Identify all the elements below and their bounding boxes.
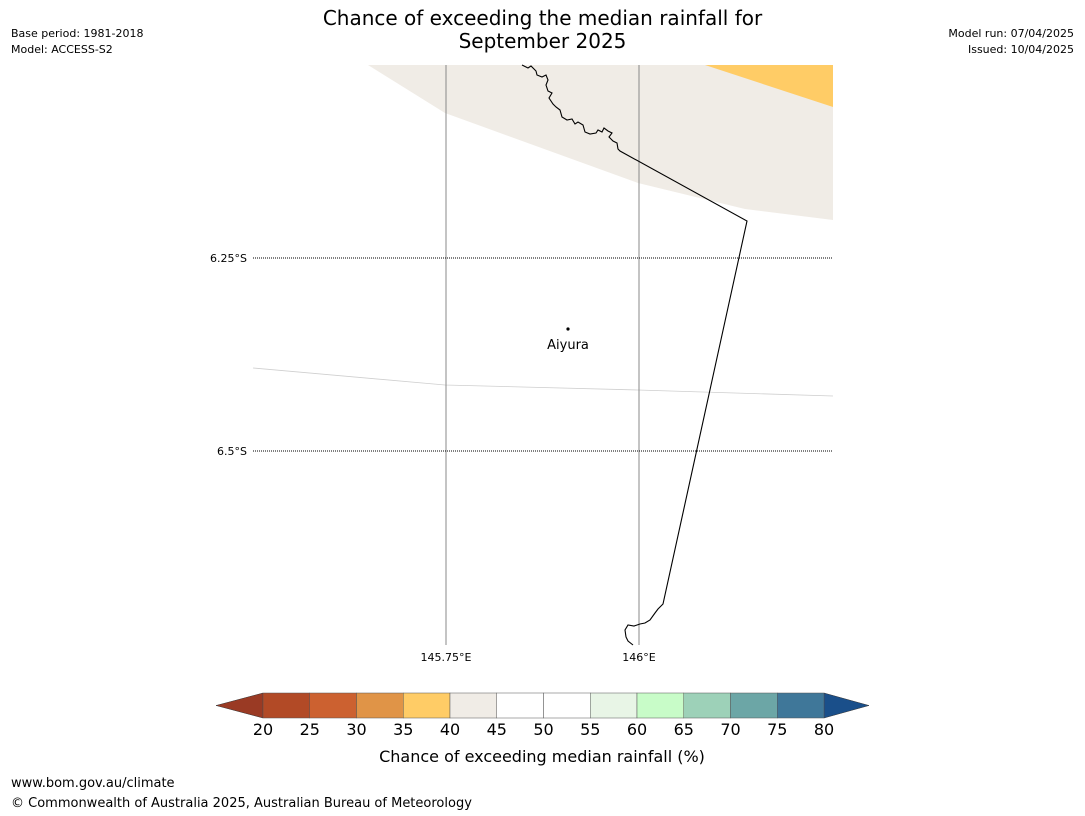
title-line-2: September 2025 xyxy=(458,29,627,53)
colorbar-segment xyxy=(309,692,357,719)
issued-text: Issued: 10/04/2025 xyxy=(967,43,1074,56)
colorbar-tick-label: 40 xyxy=(440,720,460,739)
colorbar-segment xyxy=(777,692,825,719)
colorbar-over-arrow xyxy=(823,692,870,719)
footer-copyright: © Commonwealth of Australia 2025, Austra… xyxy=(11,796,472,811)
colorbar-segment xyxy=(636,692,684,719)
colorbar-tick-label: 65 xyxy=(674,720,694,739)
map-title: Chance of exceeding the median rainfall … xyxy=(0,7,1085,53)
colorbar-tick-label: 80 xyxy=(814,720,834,739)
colorbar-tick-label: 25 xyxy=(300,720,320,739)
colorbar-tick-label: 75 xyxy=(767,720,787,739)
colorbar-tick-label: 20 xyxy=(253,720,273,739)
meta-left: Base period: 1981-2018 Model: ACCESS-S2 xyxy=(11,26,143,58)
colorbar-tick-label: 70 xyxy=(720,720,740,739)
aiyura-label: Aiyura xyxy=(547,338,589,353)
region-35-40 xyxy=(705,65,833,107)
aiyura-marker xyxy=(566,327,570,331)
colorbar: 20 25 30 35 40 45 50 55 60 65 70 75 80 Chance of exc… xyxy=(215,692,870,766)
border-line xyxy=(521,64,748,646)
colorbar-tick-label: 45 xyxy=(487,720,507,739)
colorbar-tick-label: 60 xyxy=(627,720,647,739)
lat-label-6-5: 6.5°S xyxy=(217,445,247,458)
meta-right: Model run: 07/04/2025 Issued: 10/04/2025 xyxy=(948,26,1074,58)
colorbar-segment xyxy=(449,692,497,719)
footer-url: www.bom.gov.au/climate xyxy=(11,776,175,791)
colorbar-segment xyxy=(730,692,778,719)
lat-label-6-25: 6.25°S xyxy=(210,252,247,265)
colorbar-label: Chance of exceeding median rainfall (%) xyxy=(379,747,705,766)
map-panel: Aiyura 6.25°S 6.5°S 145.75°E 146°E xyxy=(210,64,834,664)
colorbar-tick-label: 35 xyxy=(393,720,413,739)
title-line-1: Chance of exceeding the median rainfall … xyxy=(322,6,763,30)
model-text: Model: ACCESS-S2 xyxy=(11,43,113,56)
colorbar-segment xyxy=(683,692,731,719)
region-40-45 xyxy=(368,65,833,220)
colorbar-tick-label: 50 xyxy=(533,720,553,739)
colorbar-segment xyxy=(262,692,310,719)
contour-line xyxy=(252,367,834,397)
colorbar-tick-label: 55 xyxy=(580,720,600,739)
colorbar-segment xyxy=(496,692,544,719)
model-run-text: Model run: 07/04/2025 xyxy=(948,27,1074,40)
colorbar-tick-label: 30 xyxy=(346,720,366,739)
lon-label-145-75: 145.75°E xyxy=(421,651,472,664)
base-period-text: Base period: 1981-2018 xyxy=(11,27,144,40)
colorbar-under-arrow xyxy=(215,692,264,719)
footer: www.bom.gov.au/climate © Commonwealth of… xyxy=(11,774,472,814)
colorbar-segment xyxy=(590,692,638,719)
colorbar-segment xyxy=(356,692,404,719)
colorbar-segment xyxy=(403,692,451,719)
lon-label-146: 146°E xyxy=(622,651,655,664)
colorbar-segment xyxy=(543,692,591,719)
